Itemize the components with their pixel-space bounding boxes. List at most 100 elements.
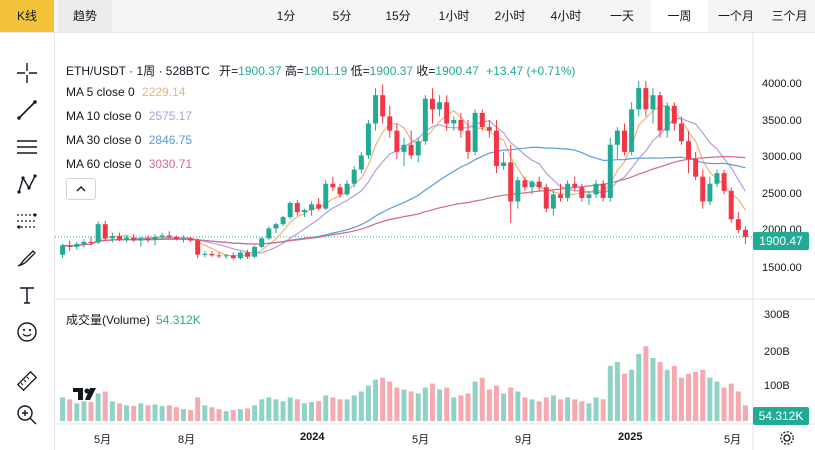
price-axis-label: 3000.00: [762, 151, 802, 163]
volume-bar: [479, 377, 485, 421]
tab-kline[interactable]: K线: [0, 0, 54, 32]
zoom-in-tool[interactable]: [10, 401, 44, 429]
volume-bar: [408, 391, 414, 421]
period-tab-4[interactable]: 2小时: [494, 9, 526, 23]
x-axis-label: 5月: [412, 434, 430, 446]
chevron-up-icon: [76, 186, 86, 192]
volume-bar: [451, 397, 457, 421]
candle-body: [451, 119, 457, 124]
candle-body: [116, 236, 122, 240]
candle-body: [536, 181, 542, 188]
volume-bar: [614, 361, 620, 421]
fib-retracement-tool[interactable]: [10, 207, 44, 235]
volume-bar: [280, 401, 286, 421]
candle-body: [565, 183, 571, 198]
symbol-label: ETH/USDT · 1周 · 528BTC: [66, 64, 210, 78]
ma5-row[interactable]: MA 5 close 0 2229.14: [66, 85, 186, 99]
ma10-row[interactable]: MA 10 close 0 2575.17: [66, 109, 193, 123]
period-tab-3[interactable]: 1小时: [438, 9, 470, 23]
crosshair-tool[interactable]: [10, 59, 44, 87]
volume-bar: [429, 383, 435, 421]
volume-bar: [600, 399, 606, 421]
brush-tool[interactable]: [10, 244, 44, 272]
volume-bar: [145, 405, 151, 421]
candle-body: [437, 102, 443, 110]
period-tab-6[interactable]: 一天: [609, 9, 634, 23]
candle-body: [728, 190, 734, 220]
volume-bar: [188, 409, 194, 421]
volume-bar: [88, 402, 94, 421]
volume-bar: [323, 395, 329, 421]
price-axis-label: 3500.00: [762, 115, 802, 127]
ma30-value: 2846.75: [148, 133, 193, 147]
candle-body: [515, 180, 521, 202]
volume-bar: [721, 387, 727, 421]
candle-body: [131, 237, 137, 241]
candle-body: [230, 255, 236, 259]
volume-bar: [586, 403, 592, 421]
volume-bar: [237, 409, 243, 421]
ma30-row[interactable]: MA 30 close 0 2846.75: [66, 133, 193, 147]
volume-bar: [109, 401, 115, 421]
volume-bar: [95, 393, 101, 421]
ma60-row[interactable]: MA 60 close 0 3030.71: [66, 157, 193, 171]
candle-body: [273, 224, 279, 229]
period-tab-1[interactable]: 5分: [332, 9, 352, 23]
text-tool[interactable]: [10, 281, 44, 309]
volume-bar: [358, 391, 364, 421]
candle-body: [152, 236, 158, 240]
volume-bar: [486, 389, 492, 421]
volume-bar: [252, 405, 258, 421]
x-axis-label: 5月: [94, 434, 112, 446]
ruler-tool[interactable]: [10, 367, 44, 395]
collapse-legend-button[interactable]: [66, 178, 96, 200]
price-axis-label: 2500.00: [762, 188, 802, 200]
brush-icon: [17, 250, 36, 267]
period-tab-5[interactable]: 4小时: [550, 9, 582, 23]
period-tab-0[interactable]: 1分: [276, 9, 296, 23]
volume-bar: [700, 369, 706, 421]
candle-body: [686, 141, 692, 159]
period-tab-9[interactable]: 三个月: [771, 9, 808, 23]
horizontal-lines-tool[interactable]: [10, 133, 44, 161]
volume-axis-label: 200B: [764, 346, 790, 358]
volume-bar: [259, 399, 265, 421]
pattern-icon: [17, 174, 37, 194]
candle-body: [138, 238, 144, 241]
candle-body: [237, 252, 243, 259]
volume-bar: [138, 403, 144, 421]
period-tab-8[interactable]: 一个月: [717, 9, 754, 23]
candle-body: [81, 241, 87, 245]
candle-body: [707, 183, 713, 202]
candle-body: [465, 130, 471, 152]
candle-body: [245, 252, 250, 257]
trendline-tool[interactable]: [10, 96, 44, 124]
period-tab-2[interactable]: 15分: [385, 9, 411, 23]
candle-body: [60, 245, 66, 255]
zoom-in-icon: [17, 405, 37, 425]
candle-body: [387, 116, 393, 131]
low-value: 1900.37: [369, 64, 414, 78]
volume-bar: [401, 389, 407, 421]
volume-bar: [465, 393, 471, 421]
candle-body: [330, 183, 336, 188]
volume-bar: [60, 397, 66, 421]
tab-trend[interactable]: 趋势: [58, 0, 112, 32]
pattern-tool[interactable]: [10, 170, 44, 198]
volume-bar: [742, 405, 748, 421]
period-tab-7[interactable]: 一周: [651, 0, 708, 32]
price-chart[interactable]: [55, 33, 815, 450]
emoji-tool[interactable]: [10, 318, 44, 346]
candle-body: [543, 187, 549, 209]
candle-body: [401, 144, 407, 152]
candle-body: [657, 95, 663, 131]
settings-gear-icon[interactable]: [779, 430, 795, 446]
volume-bar: [572, 399, 578, 421]
volume-bar: [636, 354, 642, 421]
candle-body: [209, 253, 215, 256]
volume-bar: [344, 399, 350, 421]
volume-bar: [579, 401, 585, 421]
volume-bar: [678, 377, 684, 421]
volume-bar: [707, 377, 713, 421]
candle-body: [650, 95, 656, 110]
